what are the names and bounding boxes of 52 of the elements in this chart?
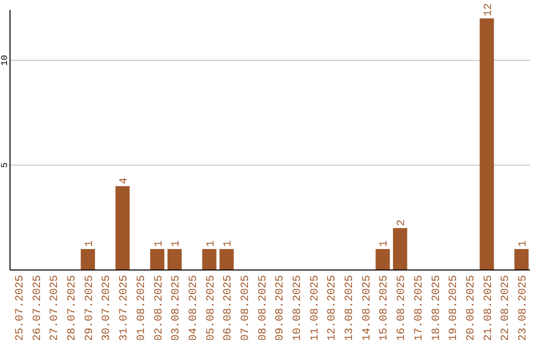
x-tick-label: 18.08.2025 bbox=[430, 275, 443, 340]
data-label: 12 bbox=[482, 3, 495, 16]
data-label: 1 bbox=[170, 240, 183, 248]
x-tick-label: 11.08.2025 bbox=[309, 275, 322, 340]
y-tick-label: 10 bbox=[0, 54, 10, 66]
data-label: 1 bbox=[153, 240, 166, 248]
x-tick-label: 30.07.2025 bbox=[101, 275, 114, 340]
data-label: 1 bbox=[222, 240, 235, 248]
data-label: 1 bbox=[378, 240, 391, 248]
x-tick-label: 25.07.2025 bbox=[14, 275, 26, 340]
bar bbox=[115, 186, 130, 270]
x-tick-label: 13.08.2025 bbox=[344, 275, 356, 340]
x-tick-label: 23.08.2025 bbox=[518, 275, 530, 340]
x-tick-label: 07.08.2025 bbox=[240, 275, 252, 340]
x-tick-label: 14.08.2025 bbox=[361, 275, 374, 340]
data-label: 1 bbox=[84, 240, 96, 248]
bar bbox=[376, 249, 390, 270]
data-label: 2 bbox=[396, 219, 408, 226]
bar bbox=[167, 249, 182, 270]
x-tick-label: 16.08.2025 bbox=[396, 275, 408, 340]
x-tick-label: 22.08.2025 bbox=[500, 275, 512, 340]
x-tick-label: 29.07.2025 bbox=[84, 275, 96, 340]
x-tick-label: 17.08.2025 bbox=[413, 275, 426, 340]
x-tick-label: 28.07.2025 bbox=[66, 275, 79, 340]
y-tick-label: 5 bbox=[0, 162, 10, 168]
x-tick-label: 15.08.2025 bbox=[378, 275, 391, 340]
x-tick-label: 27.07.2025 bbox=[49, 275, 62, 340]
x-tick-label: 12.08.2025 bbox=[326, 275, 339, 340]
x-tick-label: 04.08.2025 bbox=[188, 275, 200, 340]
bar bbox=[150, 249, 164, 270]
x-tick-label: 19.08.2025 bbox=[448, 275, 460, 340]
bar bbox=[220, 249, 234, 270]
x-tick-label: 08.08.2025 bbox=[257, 275, 270, 340]
data-label: 1 bbox=[205, 240, 218, 248]
x-tick-label: 05.08.2025 bbox=[205, 275, 218, 340]
x-tick-label: 20.08.2025 bbox=[465, 275, 478, 340]
x-tick-label: 31.07.2025 bbox=[118, 275, 131, 340]
x-tick-label: 21.08.2025 bbox=[482, 275, 495, 340]
x-tick-label: 06.08.2025 bbox=[222, 275, 235, 340]
x-tick-label: 02.08.2025 bbox=[153, 275, 166, 340]
bar bbox=[80, 249, 95, 270]
x-tick-label: 03.08.2025 bbox=[170, 275, 183, 340]
x-tick-label: 10.08.2025 bbox=[292, 275, 304, 340]
x-tick-label: 09.08.2025 bbox=[274, 275, 287, 340]
x-tick-label: 01.08.2025 bbox=[136, 275, 148, 340]
bar bbox=[514, 249, 529, 270]
x-tick-label: 26.07.2025 bbox=[32, 275, 44, 340]
data-label: 4 bbox=[118, 177, 131, 184]
bar bbox=[480, 18, 494, 270]
bar bbox=[392, 228, 408, 270]
data-label: 1 bbox=[518, 240, 530, 248]
bar bbox=[202, 249, 216, 270]
